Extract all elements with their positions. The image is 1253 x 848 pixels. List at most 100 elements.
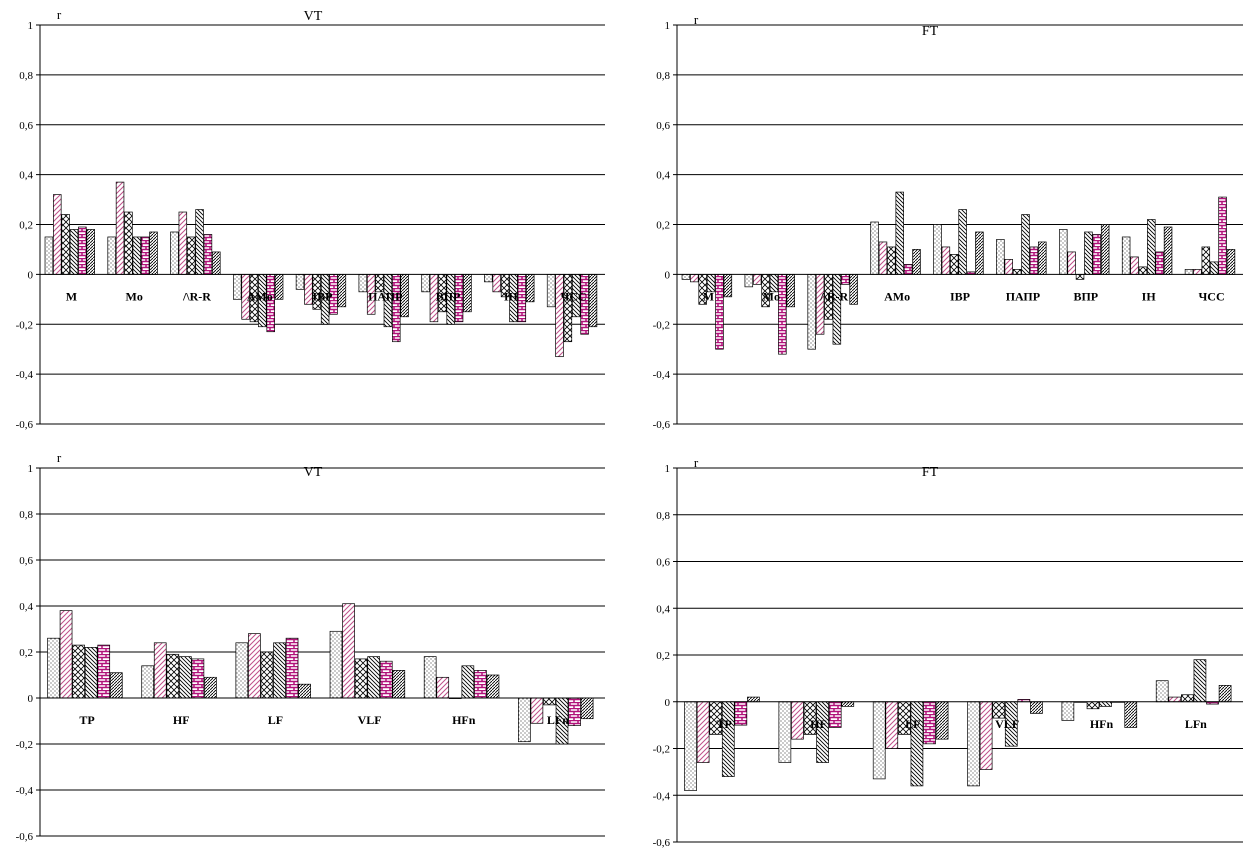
bar — [367, 656, 381, 699]
y-tick-label: -0,6 — [16, 419, 34, 431]
bar — [923, 701, 936, 745]
y-tick-label: 0,4 — [656, 170, 670, 182]
chart-vt-hrv-indices: 1 0,8 0,6 0,4 0,2 0 -0,2 -0,4 -0,6 r VT M Mo /\R-R AMo… — [16, 7, 605, 431]
bar — [61, 214, 70, 275]
bar — [203, 234, 213, 275]
y-tick-label: 0,2 — [19, 647, 33, 659]
bar — [178, 211, 188, 275]
bar — [747, 696, 760, 703]
chart-title: FT — [922, 24, 939, 39]
y-tick-label: 0,2 — [656, 650, 670, 662]
chart-ft-spectral: 1 0,8 0,6 0,4 0,2 0 -0,2 -0,4 -0,6 r FT TP HF LF VLF HF… — [653, 455, 1243, 848]
bar — [816, 701, 829, 763]
bar — [1075, 274, 1085, 280]
bar — [295, 274, 305, 290]
category-label: LF — [268, 713, 283, 727]
category-label: TP — [79, 713, 94, 727]
chart-title: FT — [922, 465, 939, 480]
y-tick-label: 0 — [28, 269, 34, 281]
bar — [298, 683, 311, 699]
bar — [684, 701, 697, 791]
category-label: ВПР — [1073, 289, 1098, 303]
y-axis-label: r — [57, 7, 62, 22]
bar — [840, 274, 850, 285]
bar — [492, 274, 501, 293]
bar — [329, 630, 343, 699]
bar — [195, 209, 204, 275]
bar — [124, 211, 133, 275]
bar — [958, 209, 967, 275]
chart-ft-hrv-indices: 1 0,8 0,6 0,4 0,2 0 -0,2 -0,4 -0,6 r FT M Mo /\R-R AMo… — [653, 12, 1243, 431]
bar — [588, 274, 598, 328]
bar — [715, 274, 724, 350]
bar — [107, 236, 116, 275]
bar — [153, 642, 167, 699]
y-tick-label: 0 — [665, 697, 671, 709]
category-label: HFn — [1090, 717, 1114, 731]
bar — [84, 647, 98, 699]
category-label: AMo — [884, 289, 910, 303]
bar — [260, 651, 274, 699]
y-tick-label: -0,6 — [653, 419, 671, 431]
bar — [1059, 229, 1068, 275]
bar — [872, 701, 886, 780]
bar — [778, 274, 787, 355]
bar — [1121, 236, 1131, 275]
bar — [992, 701, 1006, 719]
bar — [878, 241, 888, 275]
bar — [421, 274, 430, 293]
bar — [546, 274, 556, 308]
bar — [518, 697, 531, 743]
category-label: LFn — [547, 713, 569, 727]
bar — [191, 658, 205, 699]
bar — [828, 701, 842, 728]
bar — [392, 274, 401, 343]
y-tick-label: 0,8 — [656, 510, 670, 522]
bar — [1218, 685, 1232, 703]
bar — [1067, 251, 1076, 275]
category-label: HF — [810, 717, 827, 731]
bar — [53, 194, 62, 275]
bar — [1030, 701, 1043, 714]
bar — [723, 274, 733, 298]
bar — [975, 231, 984, 275]
bar — [1004, 259, 1013, 275]
category-label: IBP — [950, 289, 970, 303]
bar — [392, 670, 406, 699]
bar — [59, 610, 73, 699]
category-label: ВПР — [436, 289, 461, 303]
bar — [97, 644, 111, 699]
bar — [832, 274, 842, 345]
y-axis-label: r — [57, 450, 62, 465]
y-tick-label: -0,6 — [16, 831, 34, 843]
category-label: ПАПР — [368, 289, 402, 303]
bar — [690, 274, 699, 283]
bar — [179, 656, 192, 699]
y-tick-label: 0,8 — [19, 70, 33, 82]
y-tick-label: -0,4 — [653, 790, 671, 802]
category-label: ПАПР — [1006, 289, 1040, 303]
bar — [744, 274, 754, 288]
category-label: AMo — [247, 289, 273, 303]
bar — [555, 274, 564, 358]
y-tick-label: 0,6 — [656, 120, 670, 132]
y-tick-label: -0,2 — [16, 739, 33, 751]
bar — [1193, 269, 1202, 275]
y-tick-label: -0,4 — [16, 369, 34, 381]
bar — [486, 674, 500, 699]
category-label: /\R-R — [182, 289, 211, 303]
y-tick-label: 0,6 — [19, 120, 33, 132]
bar — [235, 642, 249, 699]
category-label: ЧСС — [1198, 289, 1224, 303]
bar — [933, 224, 942, 275]
y-tick-label: 0,6 — [656, 557, 670, 569]
bar — [815, 274, 825, 335]
y-tick-label: 0,4 — [656, 603, 670, 615]
bar — [734, 701, 748, 726]
chart-title: VT — [304, 9, 323, 24]
y-tick-label: -0,4 — [653, 369, 671, 381]
bar — [285, 637, 299, 699]
bar — [870, 221, 879, 275]
y-tick-label: 0 — [665, 269, 671, 281]
